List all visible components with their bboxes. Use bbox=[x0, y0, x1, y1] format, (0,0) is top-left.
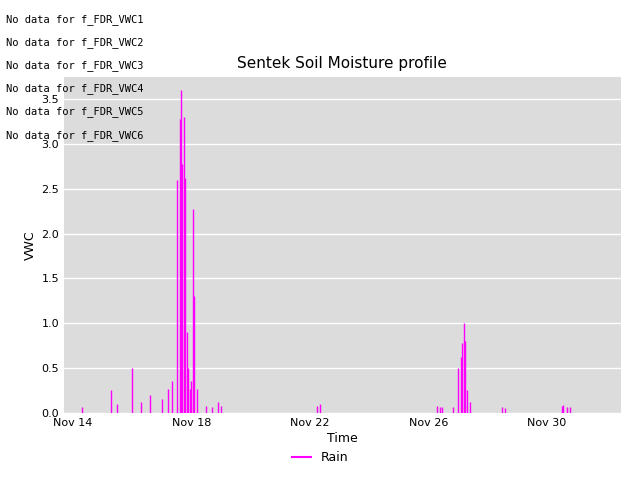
Legend: Rain: Rain bbox=[287, 446, 353, 469]
Text: No data for f_FDR_VWC6: No data for f_FDR_VWC6 bbox=[6, 130, 144, 141]
Text: No data for f_FDR_VWC2: No data for f_FDR_VWC2 bbox=[6, 37, 144, 48]
Text: No data for f_FDR_VWC3: No data for f_FDR_VWC3 bbox=[6, 60, 144, 72]
Text: No data for f_FDR_VWC4: No data for f_FDR_VWC4 bbox=[6, 84, 144, 95]
Text: No data for f_FDR_VWC5: No data for f_FDR_VWC5 bbox=[6, 107, 144, 118]
X-axis label: Time: Time bbox=[327, 432, 358, 445]
Title: Sentek Soil Moisture profile: Sentek Soil Moisture profile bbox=[237, 57, 447, 72]
Y-axis label: VWC: VWC bbox=[24, 230, 37, 260]
Text: No data for f_FDR_VWC1: No data for f_FDR_VWC1 bbox=[6, 14, 144, 25]
